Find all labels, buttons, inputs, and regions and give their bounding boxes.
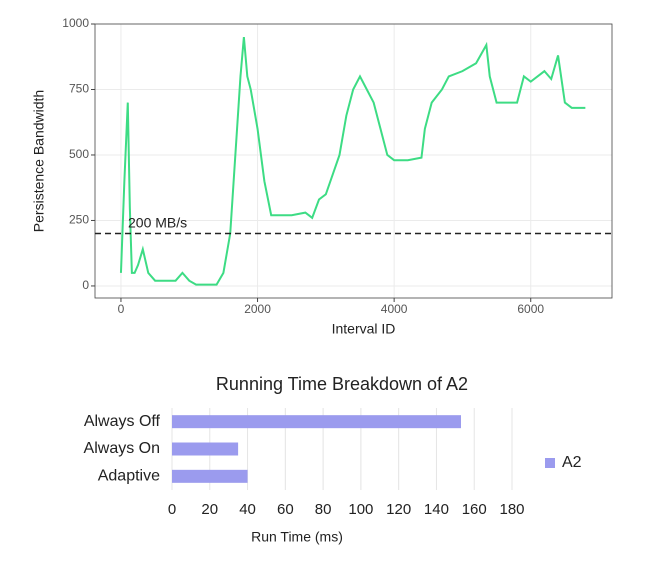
- y-axis-label: Persistence Bandwidth: [31, 90, 47, 232]
- chart-title: Running Time Breakdown of A2: [216, 374, 468, 394]
- bar: [172, 442, 239, 456]
- x-tick-label: 6000: [517, 302, 544, 316]
- y-tick-label: 250: [69, 213, 89, 227]
- x-tick-label: 2000: [244, 302, 271, 316]
- x-tick-label: 4000: [381, 302, 408, 316]
- y-tick-label: Always Off: [84, 413, 161, 430]
- y-tick-label: Always On: [84, 440, 160, 457]
- x-tick-label: 120: [386, 501, 411, 518]
- x-axis-label: Interval ID: [332, 321, 396, 337]
- y-tick-label: 0: [82, 278, 89, 292]
- plot-border: [94, 23, 613, 299]
- y-tick-label: Adaptive: [98, 468, 160, 485]
- x-tick-label: 20: [201, 501, 218, 518]
- data-line: [119, 37, 586, 286]
- y-tick-label: 500: [69, 147, 89, 161]
- y-tick-label: 1000: [62, 16, 89, 30]
- x-tick-label: 0: [118, 302, 125, 316]
- bar: [172, 415, 461, 429]
- x-tick-label: 0: [168, 501, 176, 518]
- y-tick-label: 750: [69, 82, 89, 96]
- x-tick-label: 80: [315, 501, 332, 518]
- x-tick-label: 100: [348, 501, 373, 518]
- legend-swatch: [545, 458, 555, 468]
- x-tick-label: 40: [239, 501, 256, 518]
- x-tick-label: 180: [499, 501, 524, 518]
- x-tick-label: 60: [277, 501, 294, 518]
- legend-label: A2: [562, 454, 582, 471]
- bar: [172, 469, 248, 483]
- x-axis-label: Run Time (ms): [251, 529, 343, 545]
- x-tick-label: 160: [462, 501, 487, 518]
- reference-label: 200 MB/s: [128, 214, 187, 230]
- x-tick-label: 140: [424, 501, 449, 518]
